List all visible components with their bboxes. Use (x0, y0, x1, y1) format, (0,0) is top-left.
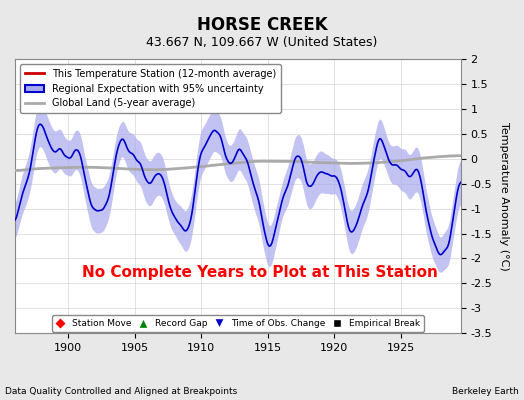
Text: Data Quality Controlled and Aligned at Breakpoints: Data Quality Controlled and Aligned at B… (5, 387, 237, 396)
Y-axis label: Temperature Anomaly (°C): Temperature Anomaly (°C) (499, 122, 509, 270)
Text: 43.667 N, 109.667 W (United States): 43.667 N, 109.667 W (United States) (146, 36, 378, 49)
Text: HORSE CREEK: HORSE CREEK (196, 16, 328, 34)
Text: Berkeley Earth: Berkeley Earth (452, 387, 519, 396)
Text: No Complete Years to Plot at This Station: No Complete Years to Plot at This Statio… (82, 266, 438, 280)
Legend: Station Move, Record Gap, Time of Obs. Change, Empirical Break: Station Move, Record Gap, Time of Obs. C… (52, 315, 423, 332)
